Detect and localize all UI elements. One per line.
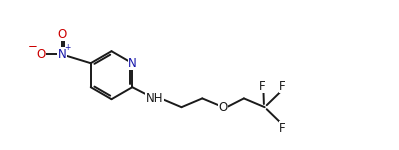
Text: N: N <box>128 57 137 70</box>
Text: O: O <box>57 27 67 40</box>
Text: −: − <box>28 40 37 53</box>
Text: O: O <box>219 101 228 114</box>
Text: NH: NH <box>146 92 163 105</box>
Text: F: F <box>279 80 286 93</box>
Text: F: F <box>279 122 286 135</box>
Text: N: N <box>57 48 66 61</box>
Text: O: O <box>36 48 45 61</box>
Text: +: + <box>64 43 71 52</box>
Text: F: F <box>259 80 266 93</box>
